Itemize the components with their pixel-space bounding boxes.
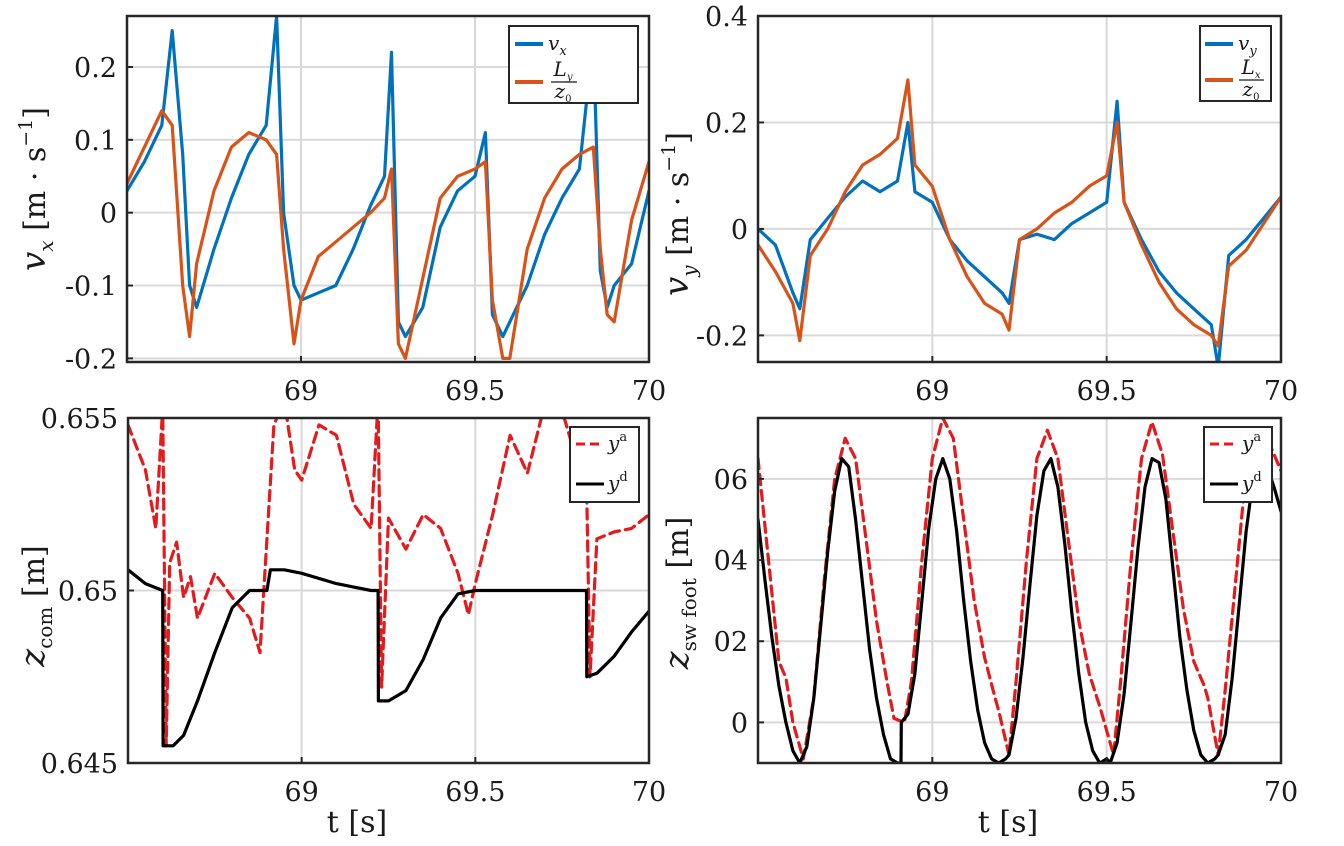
xtick-label-vx-0: 69 bbox=[284, 376, 318, 407]
ylabel-zcom: zcom [m] bbox=[13, 545, 57, 668]
legend-zswfoot: ya yd bbox=[1203, 426, 1273, 503]
ticks-vx: 69 69.5 70 -0.2 -0.1 0 0.1 0.2 bbox=[65, 53, 666, 407]
panel-vx: 69 69.5 70 -0.2 -0.1 0 0.1 0.2 vx [m · s−1] vx … bbox=[14, 14, 666, 407]
legend-zcom: ya yd bbox=[569, 426, 640, 503]
series-line-zswfoot-1 bbox=[758, 457, 1281, 763]
ytick-label-zswfoot-3: 06 bbox=[714, 465, 748, 496]
panel-vy: 69 69.5 70 -0.2 0 0.2 0.4 vy [m · s−1] vy Lx z… bbox=[657, 2, 1298, 407]
legend-vy: vy Lx z0 bbox=[1199, 25, 1272, 103]
ytick-label-vx-1: -0.1 bbox=[65, 272, 117, 303]
xtick-label-zcom-1: 69.5 bbox=[445, 777, 505, 808]
ytick-label-vx-4: 0.2 bbox=[74, 53, 117, 84]
series-zcom bbox=[128, 418, 649, 748]
series-vx bbox=[127, 16, 649, 360]
xlabel-zswfoot: t [s] bbox=[978, 805, 1038, 840]
xlabel-zcom: t [s] bbox=[327, 805, 387, 840]
ytick-label-vx-0: -0.2 bbox=[65, 344, 117, 375]
xtick-label-vy-0: 69 bbox=[915, 376, 949, 407]
series-line-zswfoot-0 bbox=[758, 418, 1281, 761]
ytick-label-zcom-2: 0.655 bbox=[41, 404, 118, 435]
series-line-vx-0 bbox=[127, 16, 649, 339]
ticks-zswfoot: 69 69.5 70 0 02 04 06 bbox=[714, 465, 1299, 808]
ytick-label-vy-1: 0 bbox=[731, 215, 748, 246]
ylabel-vx: vx [m · s−1] bbox=[14, 107, 58, 271]
ytick-label-zswfoot-2: 04 bbox=[714, 546, 748, 577]
ytick-label-zcom-1: 0.65 bbox=[58, 577, 118, 608]
xtick-label-zswfoot-2: 70 bbox=[1264, 777, 1298, 808]
ytick-label-zcom-0: 0.645 bbox=[41, 749, 118, 780]
ylabel-vy: vy [m · s−1] bbox=[657, 132, 701, 296]
series-line-zcom-0 bbox=[128, 418, 649, 748]
ytick-label-vy-0: -0.2 bbox=[696, 321, 748, 352]
ytick-label-vx-3: 0.1 bbox=[74, 126, 117, 157]
xtick-label-zswfoot-1: 69.5 bbox=[1077, 777, 1137, 808]
xtick-label-zcom-2: 70 bbox=[632, 777, 666, 808]
series-vy bbox=[758, 78, 1281, 362]
ytick-label-zswfoot-1: 02 bbox=[714, 627, 748, 658]
xtick-label-vx-1: 69.5 bbox=[445, 376, 505, 407]
panel-zcom: 69 69.5 70 0.645 0.65 0.655 zcom [m] t [s] ya… bbox=[13, 404, 666, 840]
xtick-label-vx-2: 70 bbox=[632, 376, 666, 407]
ticks-vy: 69 69.5 70 -0.2 0 0.2 0.4 bbox=[696, 2, 1298, 407]
ytick-label-vy-2: 0.2 bbox=[705, 108, 748, 139]
xtick-label-zswfoot-0: 69 bbox=[915, 777, 949, 808]
ticks-zcom: 69 69.5 70 0.645 0.65 0.655 bbox=[41, 404, 666, 808]
xtick-label-vy-1: 69.5 bbox=[1077, 376, 1137, 407]
xtick-label-vy-2: 70 bbox=[1264, 376, 1298, 407]
series-zswfoot bbox=[758, 418, 1281, 763]
series-line-vx-1 bbox=[127, 109, 649, 360]
ylabel-zswfoot: zsw foot [m] bbox=[657, 517, 701, 671]
panel-zswfoot: 69 69.5 70 0 02 04 06 zsw foot [m] t [s] ya yd bbox=[657, 416, 1299, 840]
series-line-vy-1 bbox=[758, 78, 1281, 348]
legend-vx: vx Ly z0 bbox=[508, 25, 639, 105]
ytick-label-vx-2: 0 bbox=[100, 199, 117, 230]
ytick-label-vy-3: 0.4 bbox=[705, 2, 748, 33]
series-line-zcom-1 bbox=[128, 568, 649, 748]
ytick-label-zswfoot-0: 0 bbox=[731, 708, 748, 739]
xtick-label-zcom-0: 69 bbox=[284, 777, 318, 808]
